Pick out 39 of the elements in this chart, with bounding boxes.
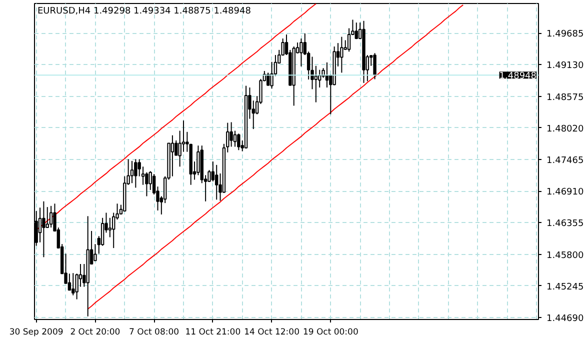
- candlestick: [340, 36, 344, 74]
- y-tick-label: 1.46910: [546, 188, 584, 198]
- candlestick: [130, 160, 134, 184]
- candlestick: [314, 65, 318, 103]
- candlestick: [134, 158, 138, 188]
- candlestick: [300, 38, 303, 67]
- y-tick-label: 1.49130: [546, 61, 584, 72]
- y-tick-label: 1.47465: [546, 156, 584, 166]
- candlestick: [170, 134, 174, 177]
- candlestick: [237, 133, 240, 151]
- candlestick: [230, 122, 233, 148]
- y-tick-label: 1.49685: [546, 30, 584, 40]
- candlestick: [325, 62, 329, 88]
- x-tick-label: 11 Oct 21:00: [185, 328, 241, 338]
- x-tick-label: 2 Oct 20:00: [70, 328, 120, 338]
- candlestick: [148, 170, 152, 190]
- y-tick-label: 1.45245: [546, 282, 584, 292]
- candlestick: [112, 212, 116, 249]
- candlestick: [72, 272, 75, 296]
- candlestick: [108, 217, 112, 238]
- candlestick: [196, 145, 200, 176]
- y-tick-label: 1.48575: [546, 92, 584, 103]
- candlestick: [373, 52, 376, 80]
- x-tick-label: 7 Oct 08:00: [129, 328, 180, 338]
- y-tick-label: 1.48020: [546, 124, 584, 134]
- candlestick: [94, 244, 97, 262]
- candlestick: [215, 164, 218, 200]
- candlestick: [354, 22, 358, 40]
- candlestick: [46, 206, 49, 228]
- y-tick-label: 1.45800: [546, 250, 584, 261]
- chart-title: EURUSD,H4 1.49298 1.49334 1.48875 1.48948: [38, 6, 252, 16]
- x-tick-label: 30 Sep 2009: [9, 328, 64, 338]
- candlestick: [49, 205, 53, 228]
- x-tick-label: 19 Oct 00:00: [302, 328, 358, 338]
- candlestick: [42, 200, 46, 258]
- candlestick: [347, 28, 351, 52]
- y-tick-label: 1.44690: [546, 314, 584, 324]
- x-tick-label: 14 Oct 12:00: [244, 328, 300, 338]
- y-tick-label: 1.46355: [546, 219, 584, 230]
